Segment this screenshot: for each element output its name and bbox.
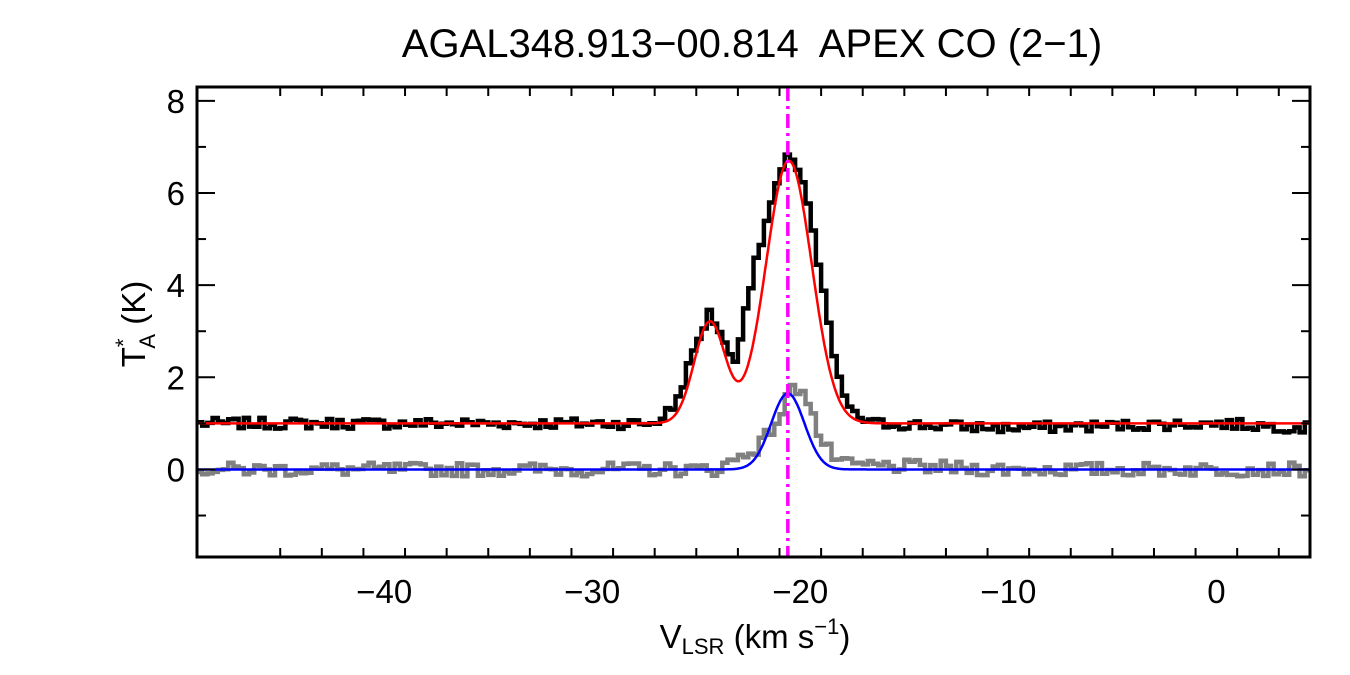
y-tick-label: 4 [167, 267, 185, 304]
chart-title: AGAL348.913−00.814 APEX CO (2−1) [401, 22, 1103, 66]
x-axis-label-rest: (km s [724, 618, 814, 655]
x-axis-label-close: ) [839, 618, 850, 655]
y-axis-label: T*A (K) [111, 281, 160, 368]
y-axis-label-sup: * [111, 338, 136, 347]
tick-labels: −40 −30 −20 −10 0 0 2 4 6 8 [167, 83, 1226, 610]
fit-series-3 [197, 392, 1310, 471]
y-tick-label: 8 [167, 83, 185, 120]
x-axis-label: VLSR (km s−1) [660, 614, 851, 659]
x-axis-label-sup: −1 [814, 614, 839, 639]
y-axis-label-main: T [115, 347, 152, 367]
x-tick-label: 0 [1207, 573, 1225, 610]
fit-series-2 [197, 159, 1310, 425]
x-tick-label: −20 [772, 573, 828, 610]
x-axis-label-sub: LSR [682, 634, 725, 659]
y-tick-label: 6 [167, 175, 185, 212]
y-tick-label: 0 [167, 451, 185, 488]
x-tick-label: −10 [980, 573, 1036, 610]
axis-ticks [197, 87, 1310, 557]
y-axis-label-rest: (K) [115, 281, 152, 334]
spectrum-series-0 [197, 152, 1310, 435]
plot-curves [197, 152, 1310, 479]
x-tick-label: −30 [564, 573, 620, 610]
y-axis-label-sub: A [135, 334, 160, 349]
x-tick-label: −40 [356, 573, 412, 610]
plot-frame [195, 85, 1312, 559]
y-tick-label: 2 [167, 359, 185, 396]
x-axis-label-main: V [660, 618, 682, 655]
